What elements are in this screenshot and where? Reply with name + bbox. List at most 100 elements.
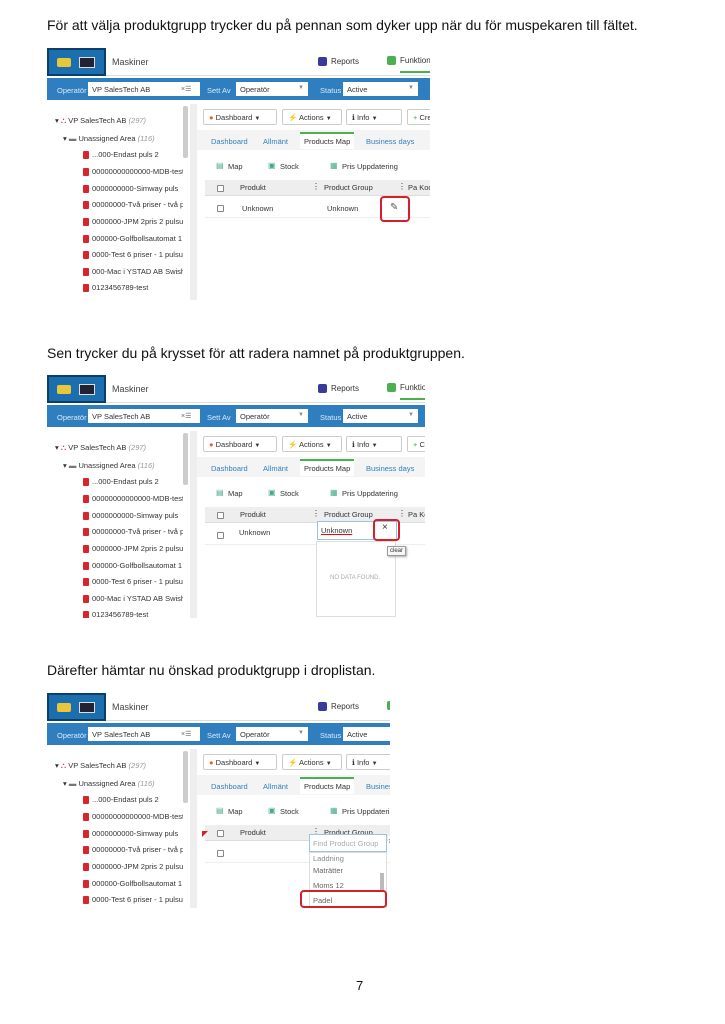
- subtoolbar-map-button[interactable]: Map: [228, 489, 243, 498]
- subtoolbar-stock-button[interactable]: Stock: [280, 807, 299, 816]
- clear-x-icon[interactable]: ×: [388, 836, 390, 846]
- cell-product-group[interactable]: Unknown: [327, 204, 359, 213]
- tree-item[interactable]: 000000-Golfbollsautomat 1: [83, 234, 183, 244]
- tree-item[interactable]: 0000000-JPM 2pris 2 pulsut: [83, 544, 183, 554]
- tree-scrollbar[interactable]: [183, 106, 188, 158]
- tree-root[interactable]: ▾ ⛬ VP SalesTech AB (297): [55, 443, 147, 452]
- subtoolbar-stock-button[interactable]: Stock: [280, 162, 299, 171]
- tree-item[interactable]: ...000-Endast puls 2: [83, 477, 183, 487]
- tree-item[interactable]: 000000-Golfbollsautomat 1: [83, 879, 183, 889]
- tree-item[interactable]: 000000-Golfbollsautomat 1: [83, 561, 183, 571]
- tree-item[interactable]: 0000000000-Simway puls: [83, 184, 183, 194]
- tab-3[interactable]: Business days: [366, 464, 415, 473]
- row-checkbox[interactable]: [217, 532, 224, 539]
- column-header-pa-kod[interactable]: Pa Kod: [408, 183, 430, 192]
- subtoolbar-pris-button[interactable]: Pris Uppdatering: [342, 489, 398, 498]
- column-header-product-group[interactable]: Product Group: [324, 183, 373, 192]
- toolbar-info-button[interactable]: ℹ Info ▼: [346, 754, 390, 770]
- tree-item[interactable]: 000-Mac i YSTAD AB Swish: [83, 267, 183, 277]
- tree-scrollbar[interactable]: [183, 433, 188, 485]
- clear-list-icon[interactable]: ×☰: [181, 731, 192, 738]
- toolbar-actions-button[interactable]: ⚡ Actions ▼: [282, 436, 342, 452]
- status-select[interactable]: Active: [343, 409, 418, 423]
- clear-list-icon[interactable]: ×☰: [181, 413, 192, 420]
- tree-area[interactable]: ▾ ▬ Unassigned Area (116): [63, 779, 155, 788]
- tree-area[interactable]: ▾ ▬ Unassigned Area (116): [63, 134, 155, 143]
- select-all-checkbox[interactable]: [217, 512, 224, 519]
- toolbar-dashboard-button[interactable]: ● Dashboard ▼: [203, 754, 277, 770]
- tree-item[interactable]: 0000000000-Simway puls: [83, 829, 183, 839]
- panel-divider[interactable]: [190, 749, 197, 908]
- toolbar-info-button[interactable]: ℹ Info ▼: [346, 109, 402, 125]
- tree-area[interactable]: ▾ ▬ Unassigned Area (116): [63, 461, 155, 470]
- toolbar-info-button[interactable]: ℹ Info ▼: [346, 436, 402, 452]
- tab-1[interactable]: Allmänt: [263, 137, 289, 146]
- tab-2[interactable]: Products Map: [300, 132, 355, 149]
- dropdown-option[interactable]: Padel: [313, 896, 333, 905]
- sett-av-select[interactable]: Operatör: [236, 82, 308, 96]
- tree-item[interactable]: 000-Mac i YSTAD AB Swish: [83, 594, 183, 604]
- funktion-link[interactable]: Funktioner: [400, 56, 430, 73]
- operator-input[interactable]: VP SalesTech AB: [88, 727, 200, 741]
- tree-item[interactable]: 0123456789-test: [83, 283, 183, 293]
- tab-3[interactable]: Business days: [366, 137, 415, 146]
- column-menu-icon[interactable]: ⋮: [312, 182, 320, 191]
- tab-2[interactable]: Products Map: [300, 459, 355, 476]
- tree-item[interactable]: 0000-Test 6 priser - 1 pulsut: [83, 250, 183, 260]
- tree-item[interactable]: 0000000-JPM 2pris 2 pulsut: [83, 217, 183, 227]
- sett-av-select[interactable]: Operatör: [236, 409, 308, 423]
- status-select[interactable]: Active: [343, 727, 390, 741]
- operator-input[interactable]: VP SalesTech AB: [88, 409, 200, 423]
- tree-root[interactable]: ▾ ⛬ VP SalesTech AB (297): [55, 116, 147, 125]
- tree-item[interactable]: 00000000000000-MDB-test: [83, 167, 183, 177]
- column-menu-icon[interactable]: ⋮: [312, 827, 320, 836]
- tree-item[interactable]: 0000000000-Simway puls: [83, 511, 183, 521]
- dropdown-option[interactable]: Maträtter: [313, 866, 344, 875]
- column-menu-icon[interactable]: ⋮: [312, 509, 320, 518]
- tree-item[interactable]: 00000000000000-MDB-test: [83, 812, 183, 822]
- tab-3[interactable]: Business days: [366, 782, 390, 791]
- tree-item[interactable]: ...000-Endast puls 2: [83, 795, 183, 805]
- tree-item[interactable]: 0000-Test 6 priser - 1 pulsut: [83, 577, 183, 587]
- column-header-pa-kod[interactable]: Pa Kod: [408, 510, 425, 519]
- tree-scrollbar[interactable]: [183, 751, 188, 803]
- tree-item[interactable]: 0123456789-test: [83, 610, 183, 618]
- tab-2[interactable]: Products Map: [300, 777, 355, 794]
- tree-item[interactable]: 00000000-Två priser - två pulsut: [83, 845, 183, 855]
- tab-0[interactable]: Dashboard: [211, 137, 248, 146]
- tree-root[interactable]: ▾ ⛬ VP SalesTech AB (297): [55, 761, 147, 770]
- toolbar-actions-button[interactable]: ⚡ Actions ▼: [282, 754, 342, 770]
- panel-divider[interactable]: [190, 104, 197, 300]
- panel-divider[interactable]: [190, 431, 197, 618]
- subtoolbar-stock-button[interactable]: Stock: [280, 489, 299, 498]
- row-checkbox[interactable]: [217, 205, 224, 212]
- toolbar-dashboard-button[interactable]: ● Dashboard ▼: [203, 109, 277, 125]
- tree-item[interactable]: 00000000-Två priser - två pulsut: [83, 200, 183, 210]
- tab-1[interactable]: Allmänt: [263, 782, 289, 791]
- status-select[interactable]: Active: [343, 82, 418, 96]
- subtoolbar-map-button[interactable]: Map: [228, 807, 243, 816]
- column-header-product-group[interactable]: Product Group: [324, 828, 373, 837]
- toolbar-dashboard-button[interactable]: ● Dashboard ▼: [203, 436, 277, 452]
- subtoolbar-pris-button[interactable]: Pris Uppdatering: [342, 807, 390, 816]
- column-menu-icon[interactable]: ⋮: [398, 509, 406, 518]
- dropdown-option[interactable]: Laddning: [313, 854, 344, 863]
- subtoolbar-pris-button[interactable]: Pris Uppdatering: [342, 162, 398, 171]
- column-header-produkt[interactable]: Produkt: [240, 183, 266, 192]
- column-header-product-group[interactable]: Product Group: [324, 510, 373, 519]
- sett-av-select[interactable]: Operatör: [236, 727, 308, 741]
- dropdown-scrollbar[interactable]: [380, 873, 384, 891]
- tree-item[interactable]: ...000-Endast puls 2: [83, 150, 183, 160]
- dropdown-option[interactable]: Moms 12: [313, 881, 344, 890]
- tree-item[interactable]: 0000-Test 6 priser - 1 pulsut: [83, 895, 183, 905]
- reports-link[interactable]: Reports: [331, 702, 360, 711]
- toolbar-create-button[interactable]: + Create ▼: [407, 436, 425, 452]
- select-all-checkbox[interactable]: [217, 185, 224, 192]
- tree-item[interactable]: 00000000-Två priser - två pulsut: [83, 527, 183, 537]
- column-header-produkt[interactable]: Produkt: [240, 510, 266, 519]
- subtoolbar-map-button[interactable]: Map: [228, 162, 243, 171]
- select-all-checkbox[interactable]: [217, 830, 224, 837]
- pencil-icon[interactable]: ✎: [390, 202, 399, 213]
- column-menu-icon[interactable]: ⋮: [398, 182, 406, 191]
- tree-item[interactable]: 00000000000000-MDB-test: [83, 494, 183, 504]
